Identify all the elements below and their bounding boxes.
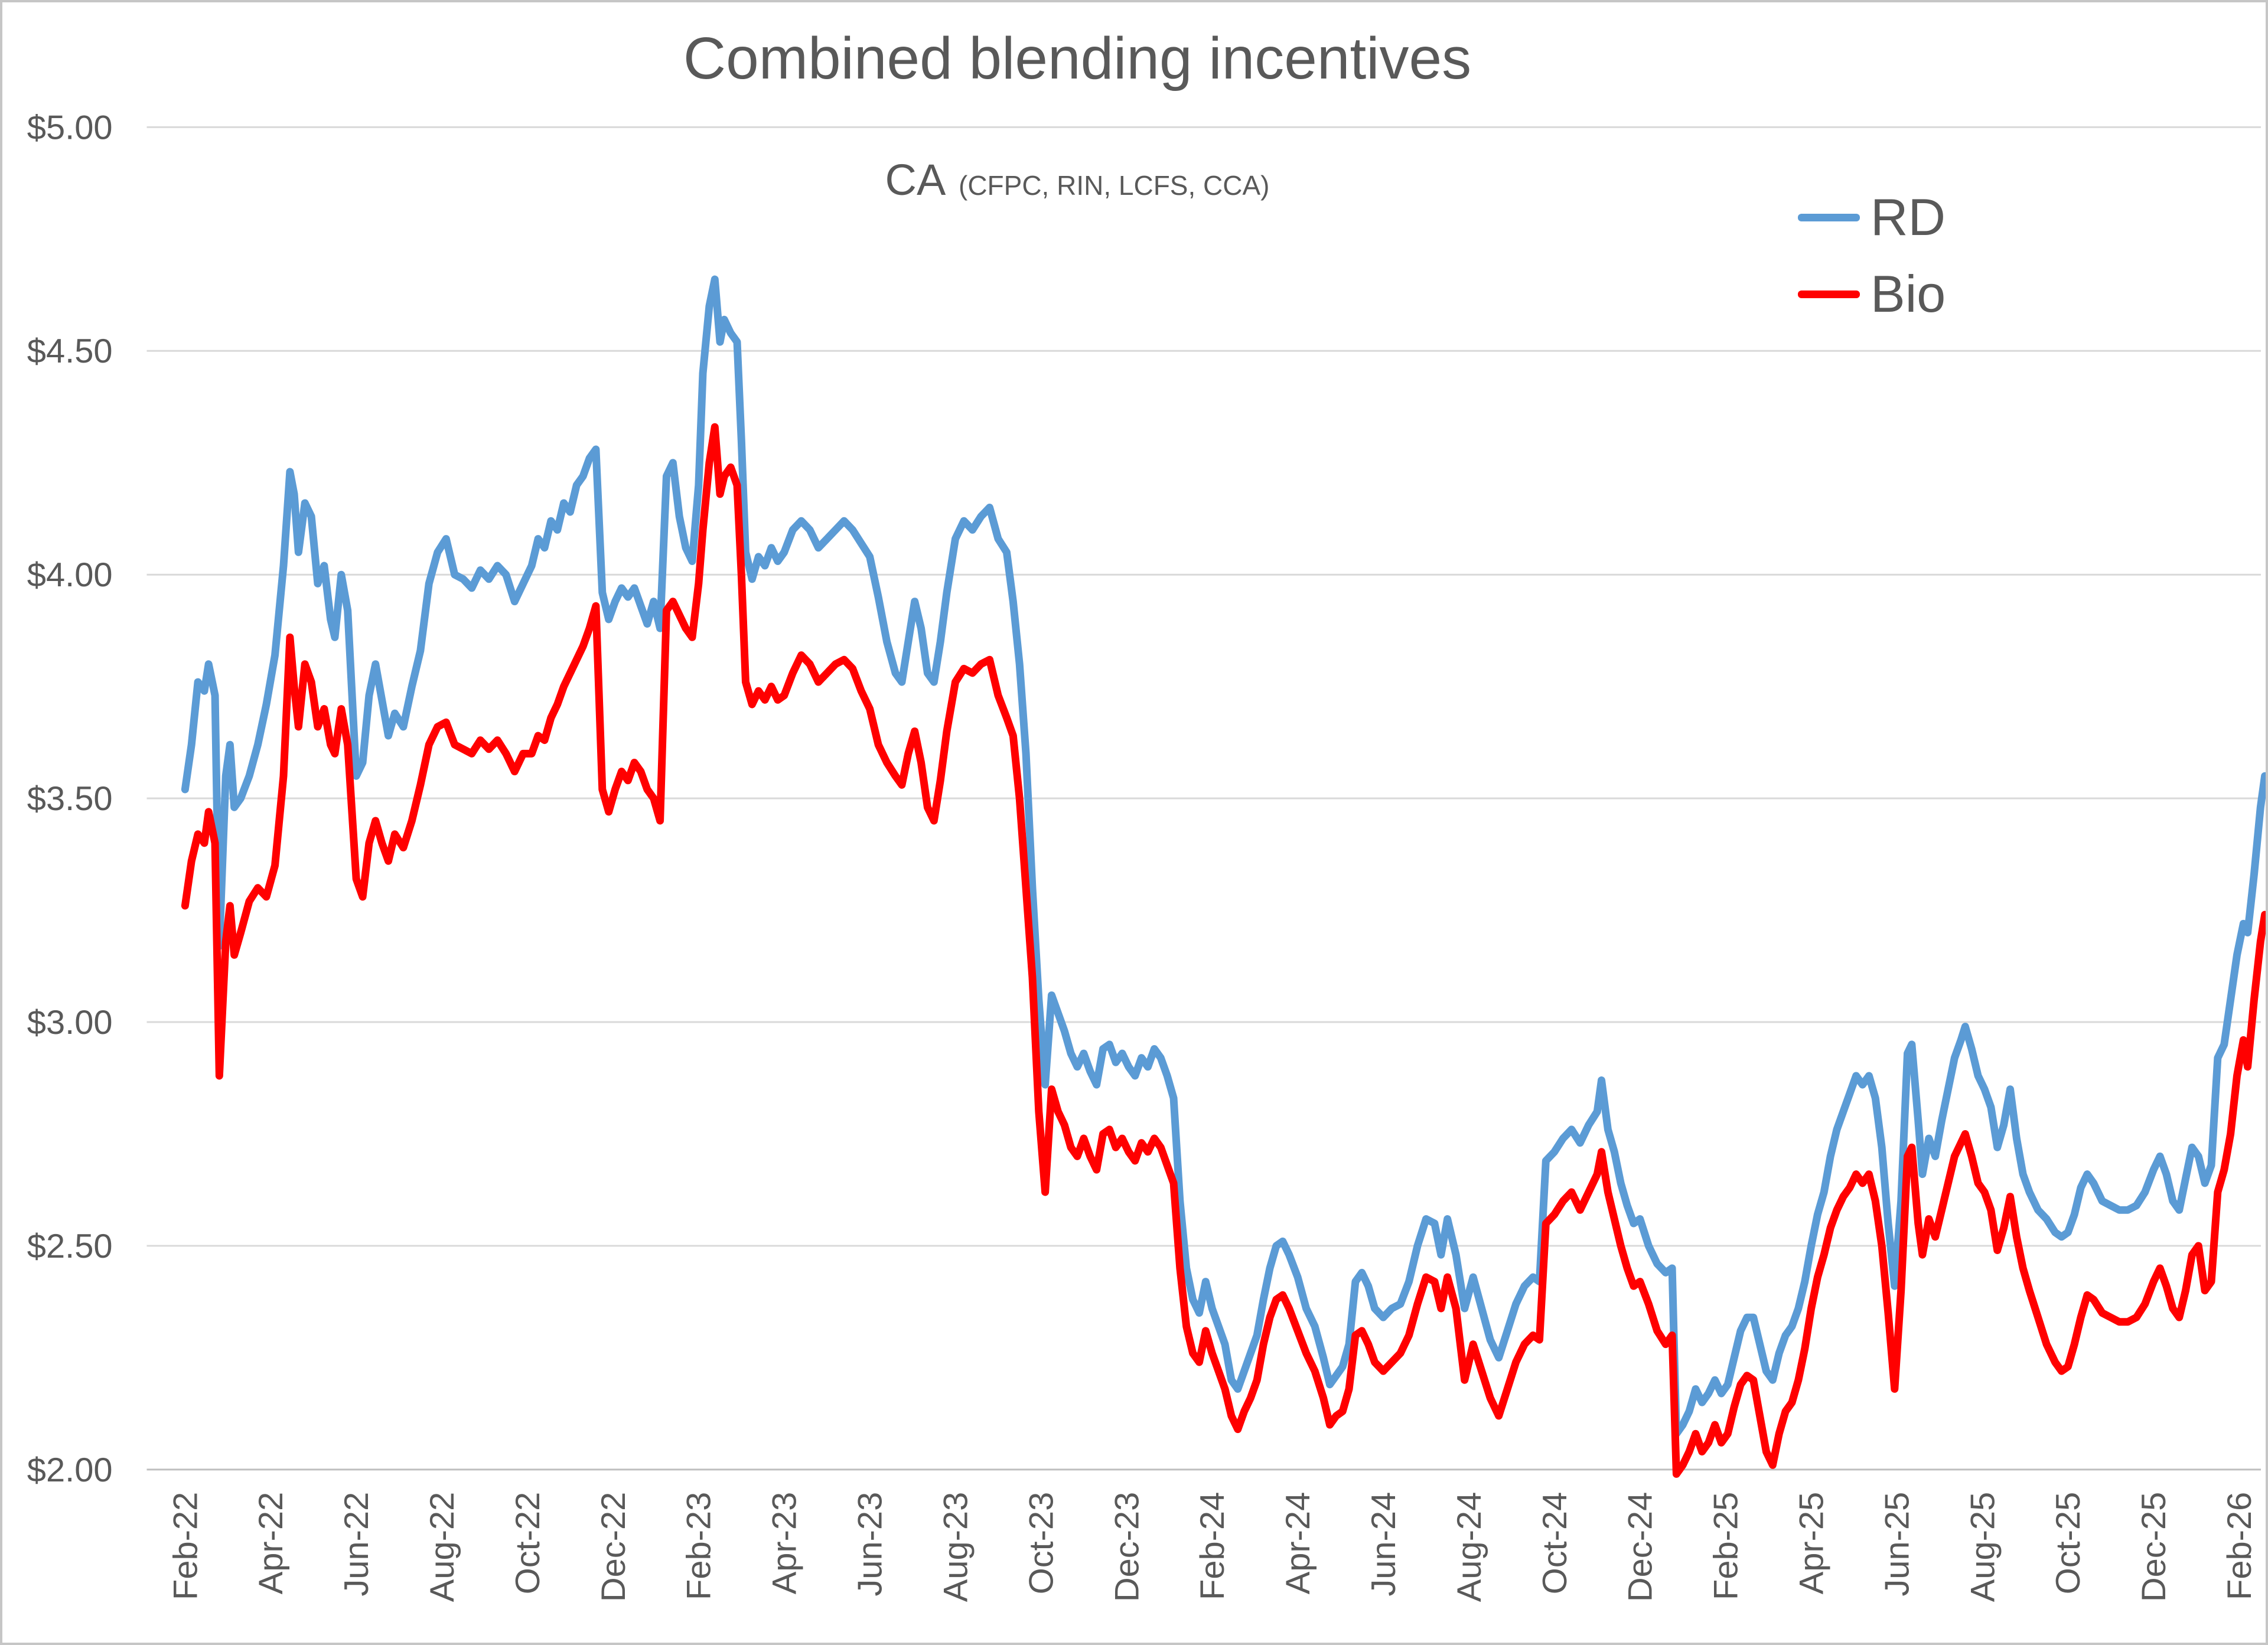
y-tick-label: $4.50 xyxy=(27,332,113,370)
x-tick-label: Aug-24 xyxy=(1451,1492,1488,1602)
x-tick-label: Oct-23 xyxy=(1022,1492,1060,1595)
x-tick-label: Feb-24 xyxy=(1194,1492,1231,1600)
x-tick-label: Dec-25 xyxy=(2135,1492,2173,1602)
x-tick-label: Apr-23 xyxy=(766,1492,804,1595)
x-tick-label: Jun-22 xyxy=(338,1492,376,1597)
series-line-bio xyxy=(181,423,2266,1478)
x-tick-label: Aug-23 xyxy=(937,1492,975,1602)
chart-subtitle-programs: (CFPC, RIN, LCFS, CCA) xyxy=(959,170,1270,201)
chart-title: Combined blending incentives xyxy=(683,25,1472,92)
rd-line-swatch-icon xyxy=(1798,213,1860,221)
x-tick-label: Apr-25 xyxy=(1793,1492,1831,1595)
y-tick-label: $5.00 xyxy=(27,109,113,146)
x-tick-label: Dec-22 xyxy=(595,1492,633,1602)
chart-subtitle-region: CA xyxy=(885,155,946,204)
x-tick-label: Feb-23 xyxy=(680,1492,718,1600)
legend-item-bio: Bio xyxy=(1798,268,1946,320)
x-tick-label: Feb-26 xyxy=(2221,1492,2259,1600)
x-tick-label: Jun-23 xyxy=(852,1492,889,1597)
x-tick-label: Dec-23 xyxy=(1108,1492,1146,1602)
x-tick-label: Apr-24 xyxy=(1279,1492,1317,1595)
x-tick-label: Jun-24 xyxy=(1365,1492,1403,1597)
legend-item-rd: RD xyxy=(1798,191,1946,243)
x-tick-label: Aug-25 xyxy=(1964,1492,2002,1602)
x-tick-label: Dec-24 xyxy=(1622,1492,1660,1602)
y-tick-label: $3.00 xyxy=(27,1004,113,1042)
x-tick-label: Oct-25 xyxy=(2049,1492,2087,1595)
x-tick-label: Feb-25 xyxy=(1707,1492,1745,1600)
x-tick-label: Feb-22 xyxy=(167,1492,204,1600)
x-tick-label: Aug-22 xyxy=(423,1492,461,1602)
chart-subtitle: CA (CFPC, RIN, LCFS, CCA) xyxy=(617,155,1538,205)
y-tick-label: $2.50 xyxy=(27,1228,113,1265)
series-line-rd xyxy=(181,275,2266,1438)
x-tick-label: Oct-24 xyxy=(1536,1492,1574,1595)
x-tick-label: Apr-22 xyxy=(252,1492,290,1595)
y-tick-label: $4.00 xyxy=(27,556,113,594)
x-tick-label: Oct-22 xyxy=(509,1492,547,1595)
legend: RD Bio xyxy=(1798,191,1946,320)
x-tick-label: Jun-25 xyxy=(1878,1492,1916,1597)
y-tick-label: $2.00 xyxy=(27,1451,113,1489)
legend-label-bio: Bio xyxy=(1871,265,1946,323)
bio-line-swatch-icon xyxy=(1798,290,1860,298)
legend-label-rd: RD xyxy=(1871,188,1946,246)
y-tick-label: $3.50 xyxy=(27,780,113,818)
